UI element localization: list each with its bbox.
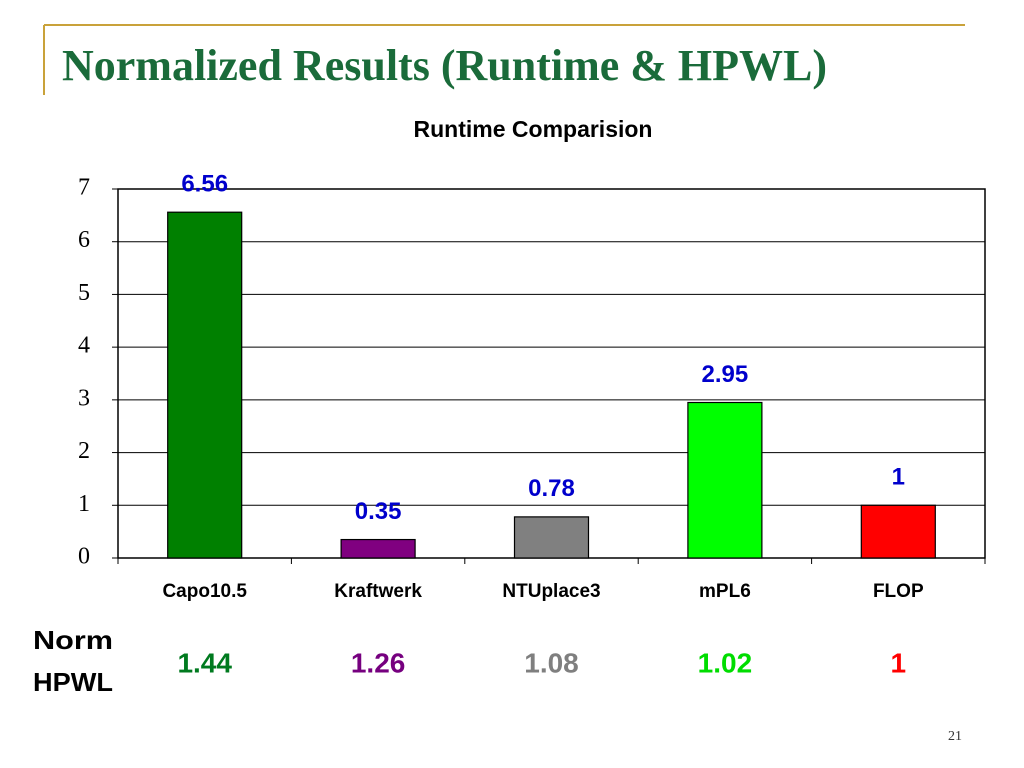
value-label: 0.78 <box>528 475 575 502</box>
hpwl-value: 1.02 <box>698 647 753 678</box>
y-tick-label: 2 <box>78 438 90 464</box>
bar <box>687 401 763 559</box>
y-tick-label: 4 <box>78 333 90 359</box>
hpwl-label: Norm <box>33 625 113 655</box>
x-tick-label: Capo10.5 <box>162 581 247 602</box>
y-tick-label: 3 <box>78 385 90 411</box>
value-label: 6.56 <box>181 171 228 198</box>
bar <box>340 538 416 559</box>
page-number: 21 <box>948 729 962 744</box>
y-tick-label: 0 <box>78 544 90 570</box>
y-tick-label: 7 <box>78 175 90 201</box>
x-tick-label: NTUplace3 <box>502 581 600 602</box>
value-label: 2.95 <box>702 361 749 388</box>
y-tick-label: 5 <box>78 280 90 306</box>
x-tick-label: mPL6 <box>699 581 751 602</box>
value-label: 0.35 <box>355 498 402 525</box>
hpwl-value: 1.08 <box>524 647 579 678</box>
bar <box>167 211 243 559</box>
y-tick-label: 6 <box>78 227 90 253</box>
bar <box>513 516 590 559</box>
plot-area <box>117 188 986 559</box>
x-tick-label: Kraftwerk <box>334 581 422 602</box>
slide-title: Normalized Results (Runtime & HPWL) <box>62 41 827 90</box>
bar <box>860 504 936 559</box>
value-label: 1 <box>892 464 905 491</box>
x-tick-label: FLOP <box>873 581 924 602</box>
hpwl-value: 1.44 <box>177 647 232 678</box>
hpwl-label: HPWL <box>33 667 113 697</box>
y-tick-label: 1 <box>78 491 90 517</box>
hpwl-value: 1.26 <box>351 647 406 678</box>
chart-title: Runtime Comparision <box>414 116 653 142</box>
hpwl-value: 1 <box>891 647 907 678</box>
